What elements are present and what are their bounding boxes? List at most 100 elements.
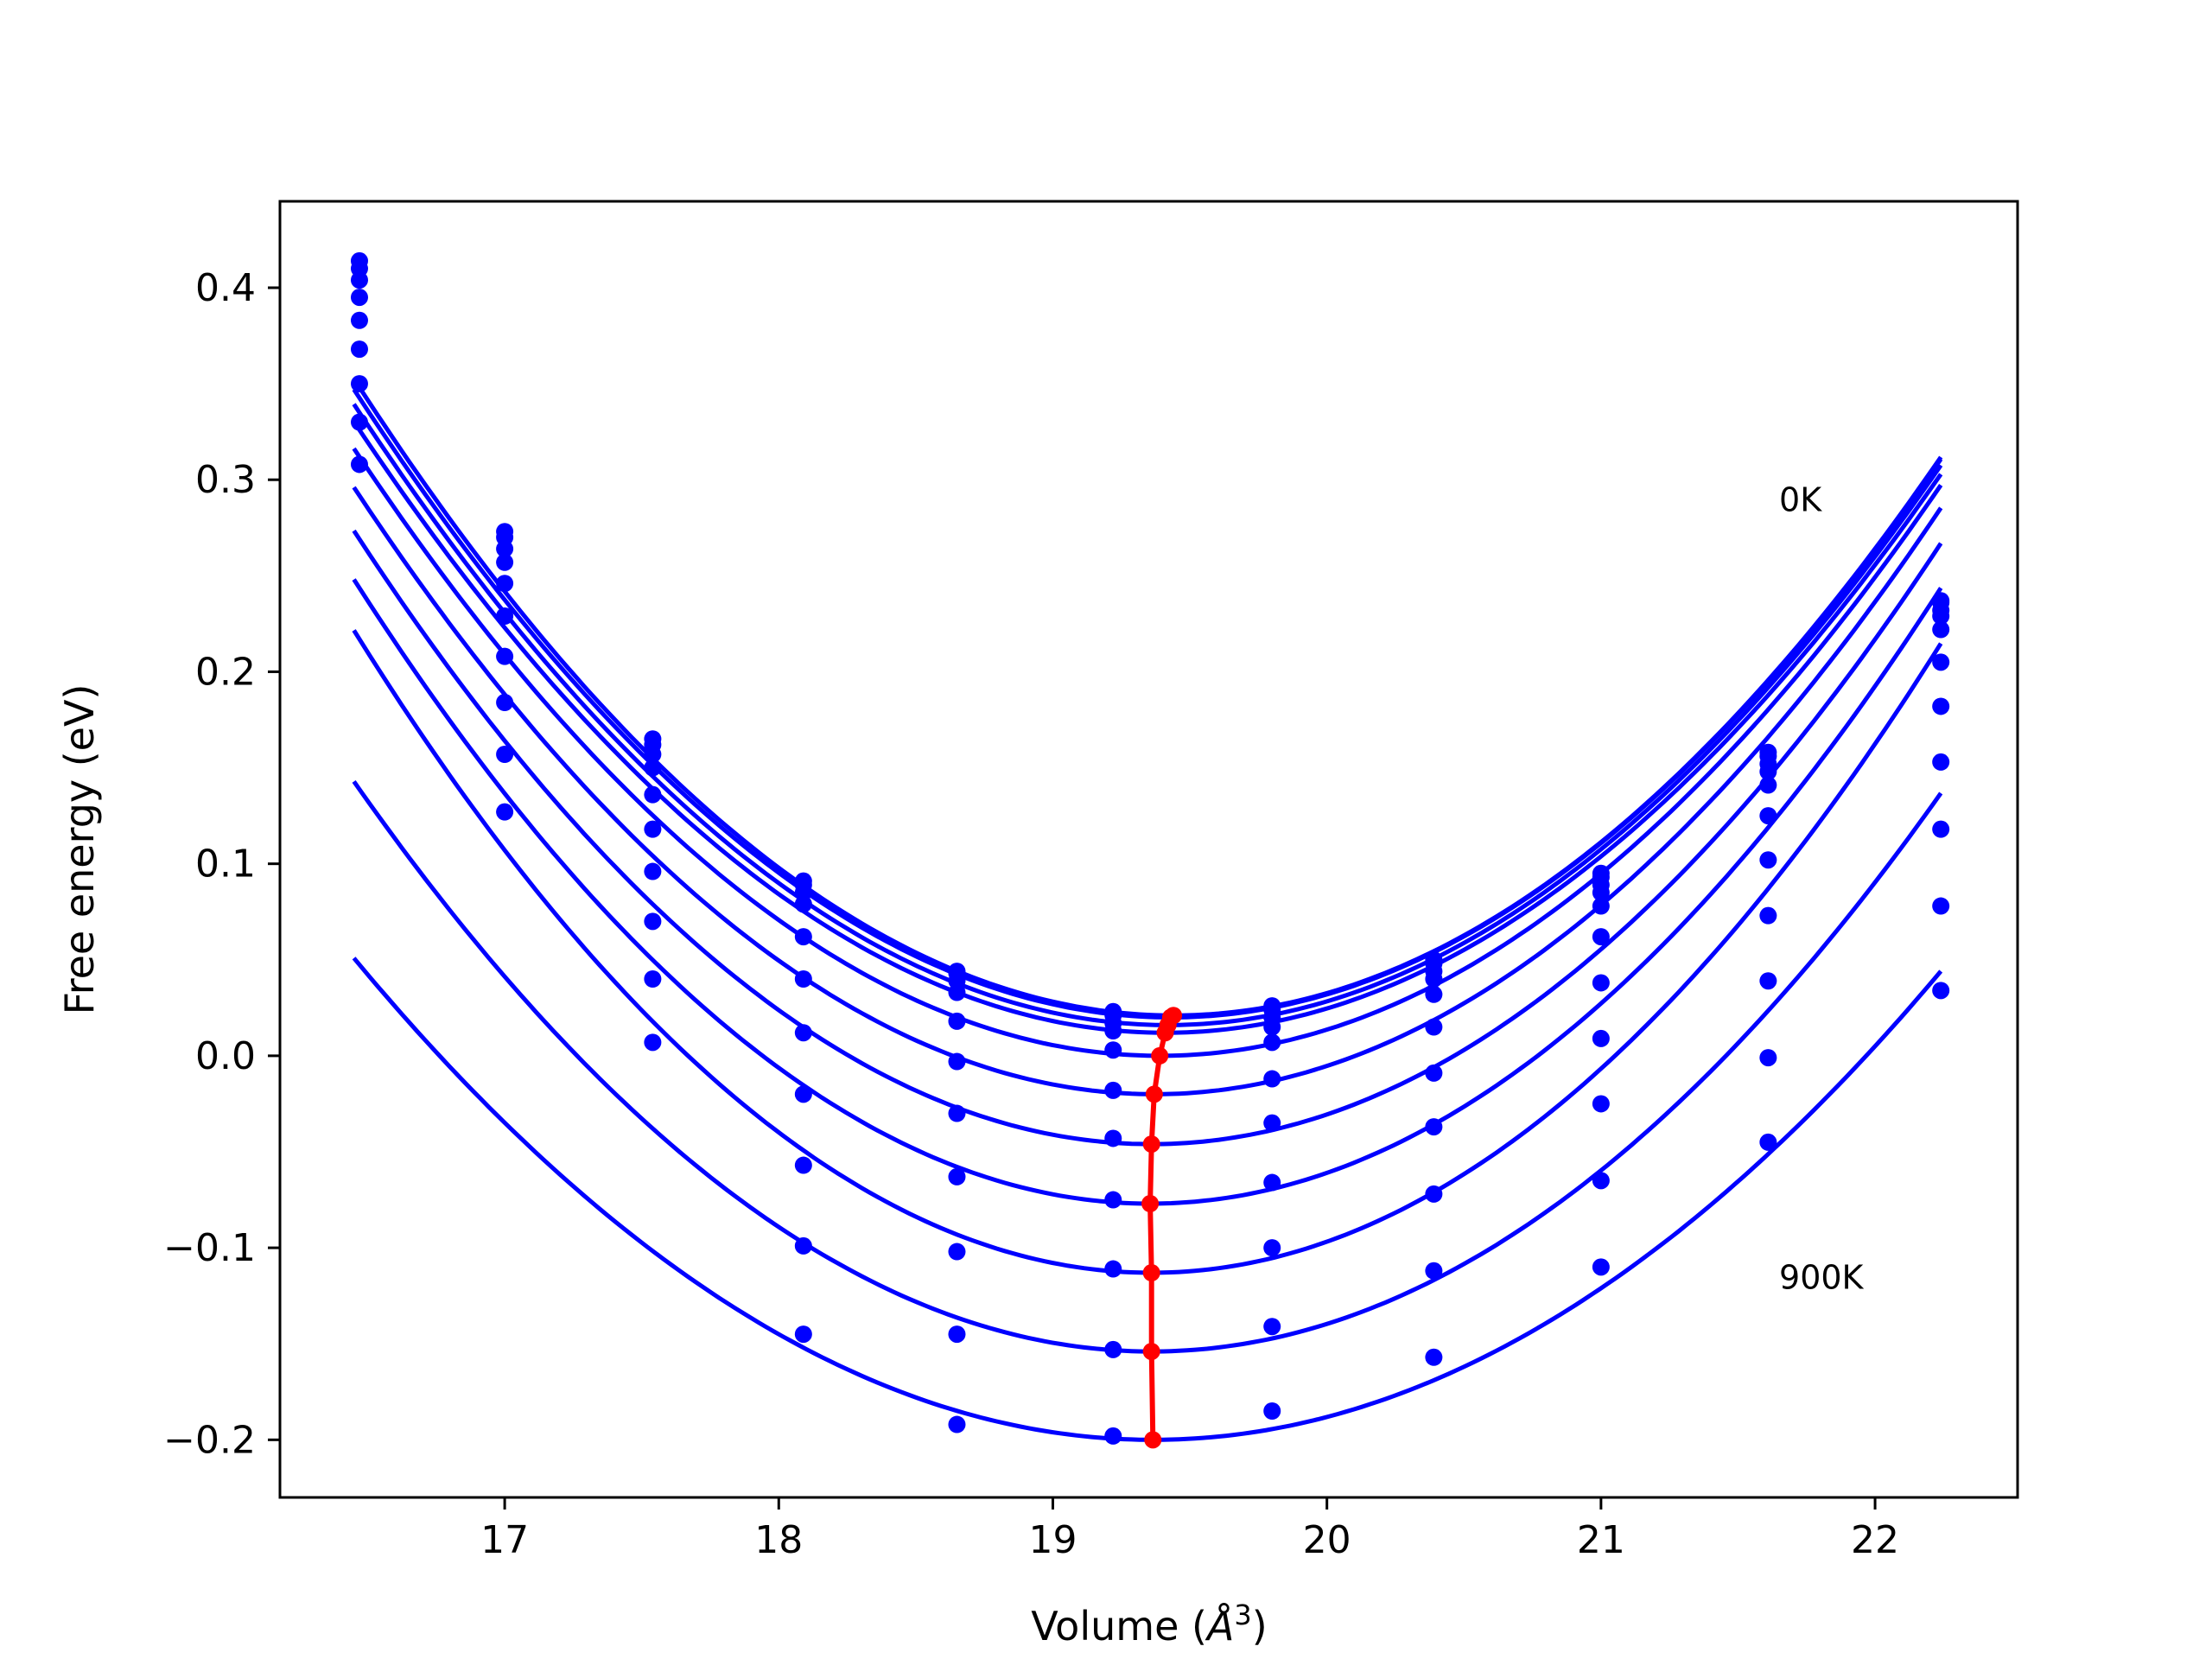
data-point [1592,897,1610,915]
data-point [350,289,368,307]
data-point [1425,970,1443,988]
annotations: 0K 900K [1779,480,1865,1296]
data-point [1932,820,1950,838]
data-point [350,375,368,393]
data-point [1932,982,1950,1000]
data-point [794,1024,812,1042]
data-point [948,983,966,1001]
data-point [496,607,514,625]
fit-curve [352,403,1943,1027]
data-point [496,746,514,763]
data-point [496,540,514,558]
data-point [1263,1070,1281,1088]
data-point [644,759,662,777]
data-point [1425,1185,1443,1203]
data-point [1104,1022,1122,1039]
y-tick-label: 0.0 [195,1034,256,1078]
data-point [1592,1095,1610,1113]
data-point [1263,1173,1281,1192]
data-point [1592,884,1610,901]
data-point [644,746,662,763]
data-point [496,803,514,821]
y-tick-label: 0.2 [195,650,256,694]
data-point [1104,1041,1122,1059]
x-axis-label-superscript: 3 [1234,1599,1251,1631]
data-point [496,575,514,593]
data-point [496,694,514,711]
data-point [948,1243,966,1261]
minimum-point [1151,1046,1169,1065]
fit-curve [352,420,1943,1035]
data-point [1759,807,1777,825]
data-point [644,970,662,988]
data-point [1425,1262,1443,1280]
y-tick-label: −0.2 [163,1418,256,1462]
annotation-label: 0K [1779,480,1822,518]
data-point [1104,1129,1122,1147]
minimum-point [1142,1343,1160,1361]
data-point [1932,753,1950,771]
data-point [1263,1114,1281,1132]
x-tick-label: 22 [1851,1518,1899,1562]
minimum-point [1144,1431,1162,1449]
minimum-point [1141,1195,1160,1212]
data-point [1759,776,1777,794]
data-point [1263,1239,1281,1257]
data-point [948,1325,966,1344]
data-point [1104,1081,1122,1099]
y-tick-label: 0.1 [195,842,256,887]
x-axis-label: Volume (Å3) [1031,1599,1267,1649]
x-tick-label: 19 [1028,1518,1077,1562]
annotation-label: 900K [1779,1258,1865,1296]
data-point [794,928,812,946]
data-point [948,1052,966,1071]
x-tick-label: 18 [754,1518,803,1562]
data-point [350,271,368,289]
data-point [794,1325,812,1344]
data-point [1932,653,1950,671]
data-point [350,413,368,431]
data-point [1263,1018,1281,1036]
y-axis-label: Free energy (eV) [56,684,103,1015]
data-point [1592,1172,1610,1190]
data-point [948,1415,966,1433]
data-point [1425,1118,1443,1136]
data-point [1263,1402,1281,1420]
fit-curve [352,388,1943,1020]
data-point [644,820,662,838]
plot-frame [278,200,2019,1499]
data-point [948,1104,966,1122]
y-tick-label: 0.4 [195,266,256,310]
data-point [1932,607,1950,625]
data-point [1759,763,1777,780]
data-point [644,785,662,804]
data-point [1592,1258,1610,1276]
y-axis: −0.2 −0.1 0.0 0.1 0.2 0.3 0.4 [163,266,280,1462]
minimum-point [1142,1264,1160,1281]
data-point [794,895,812,913]
data-point [1759,851,1777,869]
fit-curve [352,447,1943,1058]
data-point [794,1085,812,1103]
data-point [948,1012,966,1030]
data-point [1104,1340,1122,1358]
x-axis-label-close: ) [1252,1603,1268,1649]
x-tick-label: 17 [480,1518,529,1562]
data-point [644,912,662,931]
x-axis-label-unit: Å [1205,1603,1234,1649]
data-point [1425,1018,1443,1036]
data-point [794,1236,812,1255]
data-point [1425,985,1443,1003]
data-point [1592,1029,1610,1047]
data-point [496,553,514,571]
data-point [1592,974,1610,992]
minimum-point [1142,1135,1160,1154]
data-point [350,311,368,329]
x-tick-label: 21 [1577,1518,1625,1562]
x-tick-label: 20 [1303,1518,1351,1562]
data-point [1425,1348,1443,1366]
data-point [350,340,368,359]
data-point [794,970,812,988]
